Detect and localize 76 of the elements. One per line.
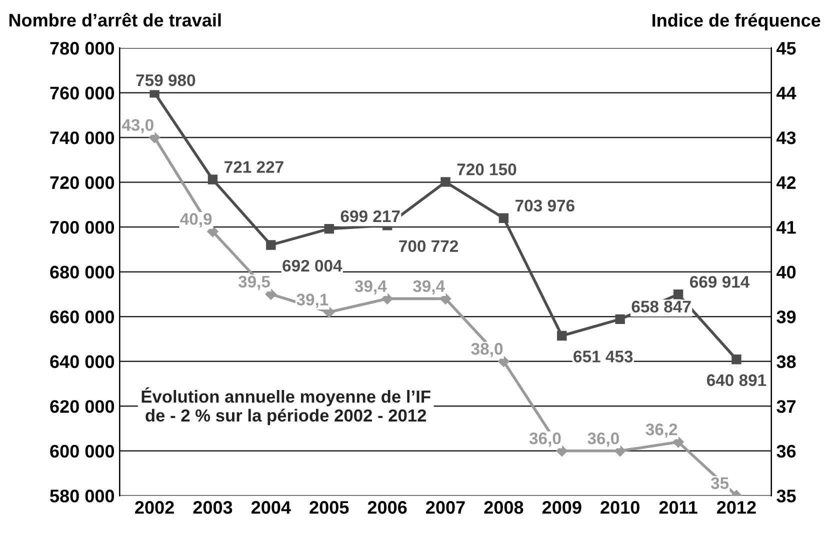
- y-tick-label: 580 000: [50, 490, 114, 502]
- y2-tick-label: 42: [776, 176, 796, 189]
- data-label: 39,4: [354, 280, 387, 294]
- y2-tick-label: 35: [776, 490, 796, 502]
- point: [382, 293, 393, 304]
- y-tick-label: 740 000: [50, 131, 114, 144]
- y2-tick-label: 44: [776, 86, 796, 100]
- point: [556, 445, 568, 457]
- x-tick-label: 2002: [135, 501, 174, 514]
- y2-tick-label: 38: [776, 355, 796, 368]
- point: [732, 354, 742, 364]
- y2-tick-label: 39: [776, 310, 796, 324]
- y-tick-label: 700 000: [50, 220, 114, 234]
- point: [672, 436, 684, 448]
- y2-tick-label: 41: [776, 221, 796, 234]
- x-tick-label: 2010: [600, 501, 640, 514]
- data-label: 36,2: [646, 424, 678, 438]
- data-label: 39,5: [238, 276, 270, 290]
- data-label: 651 453: [574, 350, 633, 362]
- data-label: 36,0: [529, 432, 561, 447]
- x-tick-label: 2012: [717, 501, 756, 514]
- x-tick-label: 2011: [659, 501, 698, 514]
- x-tick-label: 2004: [251, 501, 291, 514]
- data-label: 703 976: [516, 200, 574, 212]
- point: [673, 290, 684, 300]
- x-tick-label: 2009: [542, 501, 582, 514]
- data-label: 39,1: [296, 294, 328, 308]
- point: [614, 445, 626, 457]
- y-tick-label: 600 000: [50, 444, 114, 458]
- data-label: 699 217: [340, 210, 400, 222]
- y2-tick-label: 37: [776, 400, 796, 413]
- y-tick-label: 720 000: [50, 176, 114, 190]
- y2-tick-label: 36: [776, 444, 796, 458]
- point: [324, 306, 335, 318]
- data-label: 640 891: [706, 374, 766, 386]
- y-tick-label: 620 000: [50, 400, 114, 413]
- data-label: 692 004: [282, 260, 342, 272]
- point: [498, 356, 510, 367]
- y2-tick-label: 45: [776, 42, 796, 55]
- y-tick-label: 760 000: [50, 86, 114, 100]
- y-tick-label: 640 000: [50, 355, 114, 368]
- x-tick-label: 2005: [310, 501, 349, 514]
- data-label: 669 914: [690, 276, 750, 288]
- y2-tick-label: 40: [776, 266, 796, 279]
- data-label: 658 847: [632, 300, 691, 313]
- point: [207, 226, 218, 238]
- point: [498, 213, 509, 224]
- data-label: 35: [710, 477, 729, 490]
- data-label: 721 227: [224, 161, 284, 173]
- point: [557, 330, 567, 341]
- x-tick-label: 2003: [193, 501, 232, 514]
- data-label: 700 772: [399, 240, 458, 252]
- point: [324, 224, 334, 234]
- point: [440, 177, 450, 187]
- data-label: 40,9: [180, 213, 212, 228]
- point: [266, 240, 276, 250]
- x-tick-label: 2006: [368, 501, 407, 514]
- point: [265, 288, 277, 300]
- x-tick-label: 2007: [426, 501, 465, 514]
- data-label: 759 980: [136, 74, 196, 86]
- y-tick-label: 660 000: [50, 310, 114, 324]
- x-tick-label: 2008: [484, 501, 524, 514]
- y-axis-title: Nombre d’arrêt de travail: [9, 12, 221, 27]
- y-tick-label: 780 000: [50, 42, 114, 55]
- data-label: 43,0: [122, 119, 154, 134]
- annotation: Évolution annuelle moyenne de l’IF de - 2 % sur la période 2002 - 2012: [142, 387, 430, 426]
- point: [615, 314, 625, 324]
- point: [208, 174, 218, 184]
- data-label: 39,4: [413, 280, 445, 294]
- data-label: 36,0: [588, 432, 619, 447]
- y2-tick-label: 43: [776, 131, 796, 144]
- point: [440, 293, 452, 304]
- data-label: 38,0: [471, 342, 503, 358]
- y-tick-label: 680 000: [50, 266, 114, 279]
- data-label: 720 150: [457, 164, 516, 176]
- y2-axis-title: Indice de fréquence: [652, 13, 820, 30]
